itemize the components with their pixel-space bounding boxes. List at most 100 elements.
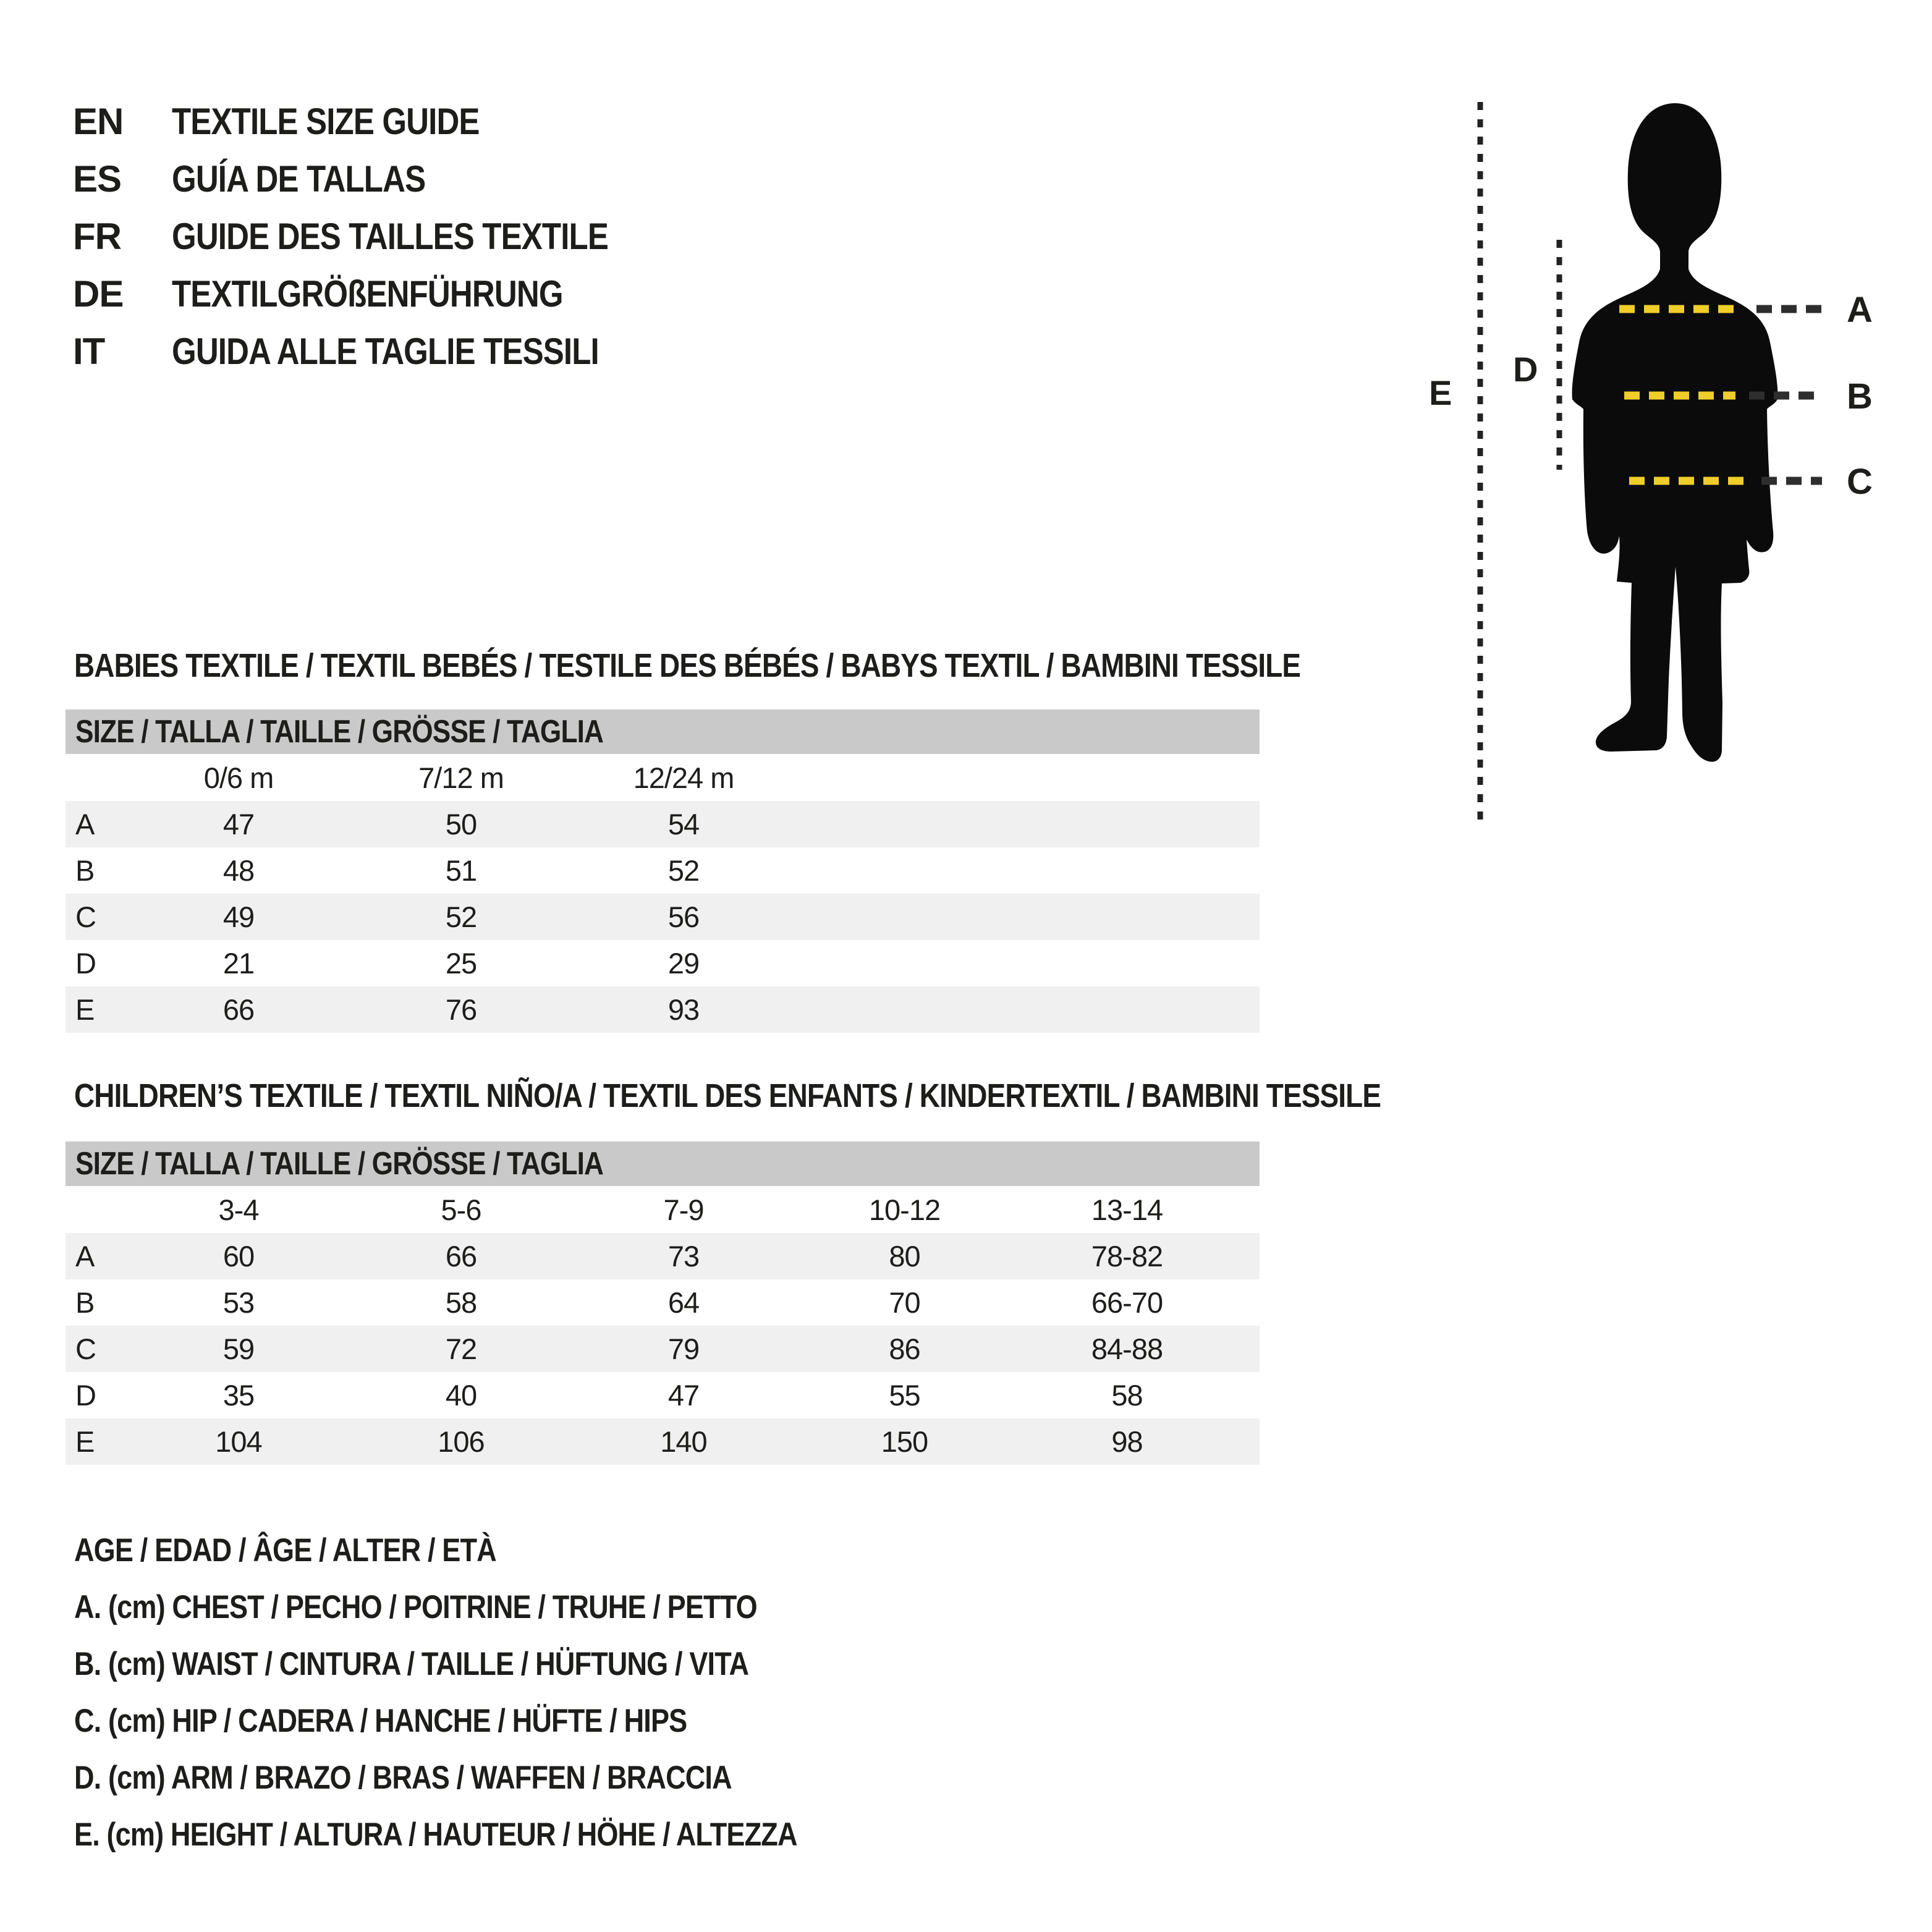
table-cell: 86 [889, 1332, 920, 1365]
child-silhouette [1572, 103, 1778, 762]
children-section-title-text: CHILDREN’S TEXTILE / TEXTIL NIÑO/A / TEX… [74, 1077, 1381, 1114]
column-header: 0/6 m [203, 761, 274, 794]
column-header: 7-9 [663, 1193, 705, 1226]
guide-title-en: TEXTILE SIZE GUIDE [172, 101, 480, 142]
table-row: B 53 58 64 70 66-70 [66, 1279, 1260, 1326]
table-cell: 29 [667, 947, 700, 980]
legend-chest-text: A. (cm) CHEST / PECHO / POITRINE / TRUHE… [74, 1588, 758, 1625]
row-label: D [75, 1379, 96, 1412]
row-label: C [75, 1332, 96, 1365]
column-header: 13-14 [1091, 1193, 1163, 1226]
table-cell: 21 [222, 947, 255, 980]
table-cell: 66 [445, 1240, 477, 1273]
measurement-legend: AGE / EDAD / ÂGE / ALTER / ETÀ A. (cm) C… [74, 1522, 925, 1863]
table-cell: 76 [445, 993, 477, 1026]
babies-table-header-bar: SIZE / TALLA / TAILLE / GRÖSSE / TAGLIA [66, 710, 1260, 754]
children-size-table: SIZE / TALLA / TAILLE / GRÖSSE / TAGLIA … [66, 1142, 1260, 1465]
legend-age-line: AGE / EDAD / ÂGE / ALTER / ETÀ [74, 1522, 925, 1578]
table-cell: 35 [222, 1379, 255, 1412]
guide-title-it: GUIDA ALLE TAGLIE TESSILI [172, 331, 600, 372]
column-header: 5-6 [441, 1193, 482, 1226]
row-label: E [75, 1425, 95, 1458]
row-label: D [75, 947, 96, 980]
guide-title-de: TEXTILGRÖßENFÜHRUNG [172, 273, 564, 315]
table-cell: 58 [1111, 1379, 1143, 1412]
column-header: 7/12 m [418, 761, 504, 794]
babies-section-title-text: BABIES TEXTILE / TEXTIL BEBÉS / TESTILE … [74, 647, 1301, 684]
table-cell: 70 [889, 1286, 920, 1319]
row-label: A [75, 808, 95, 841]
legend-height-line: E. (cm) HEIGHT / ALTURA / HAUTEUR / HÖHE… [74, 1806, 925, 1863]
row-label: E [75, 993, 95, 1026]
table-cell: 47 [667, 1379, 700, 1412]
table-cell: 51 [445, 854, 477, 887]
legend-arm-text: D. (cm) ARM / BRAZO / BRAS / WAFFEN / BR… [74, 1759, 732, 1796]
table-cell: 78-82 [1091, 1240, 1163, 1273]
babies-size-table: SIZE / TALLA / TAILLE / GRÖSSE / TAGLIA … [66, 710, 1260, 1033]
language-code: ES [73, 158, 122, 200]
table-cell: 106 [438, 1425, 485, 1458]
children-table-header-bar: SIZE / TALLA / TAILLE / GRÖSSE / TAGLIA [66, 1142, 1260, 1186]
table-cell: 40 [445, 1379, 477, 1412]
table-cell: 66-70 [1091, 1286, 1163, 1319]
table-row: A 60 66 73 80 78-82 [66, 1233, 1260, 1279]
children-section-title: CHILDREN’S TEXTILE / TEXTIL NIÑO/A / TEX… [74, 1077, 1611, 1115]
table-cell: 140 [660, 1425, 707, 1458]
row-label: A [75, 1240, 95, 1273]
legend-arm-line: D. (cm) ARM / BRAZO / BRAS / WAFFEN / BR… [74, 1749, 925, 1806]
table-row: A 47 50 54 [66, 801, 1260, 847]
language-row-es: ES GUÍA DE TALLAS [73, 150, 685, 208]
babies-section-title: BABIES TEXTILE / TEXTIL BEBÉS / TESTILE … [74, 646, 1517, 685]
size-header-text: SIZE / TALLA / TAILLE / GRÖSSE / TAGLIA [75, 714, 604, 750]
column-header: 12/24 m [633, 761, 735, 794]
guide-title-es: GUÍA DE TALLAS [172, 158, 426, 200]
table-cell: 49 [222, 900, 255, 933]
table-cell: 50 [445, 808, 477, 841]
legend-waist-line: B. (cm) WAIST / CINTURA / TAILLE / HÜFTU… [74, 1635, 925, 1692]
table-cell: 73 [667, 1240, 700, 1273]
row-label: C [75, 900, 96, 933]
babies-column-headers: 0/6 m 7/12 m 12/24 m [66, 754, 1260, 801]
table-row: D 35 40 47 55 58 [66, 1372, 1260, 1418]
label-waist-b: B [1847, 376, 1873, 417]
table-cell: 98 [1111, 1425, 1143, 1458]
table-cell: 64 [667, 1286, 700, 1319]
table-cell: 79 [667, 1332, 700, 1365]
label-chest-a: A [1847, 290, 1873, 330]
language-code: IT [73, 331, 105, 372]
table-cell: 66 [222, 993, 255, 1026]
language-code: FR [73, 216, 122, 257]
table-cell: 52 [667, 854, 700, 887]
table-cell: 54 [667, 808, 700, 841]
table-cell: 84-88 [1091, 1332, 1163, 1365]
language-code: DE [73, 273, 124, 315]
table-cell: 55 [889, 1379, 920, 1412]
table-cell: 25 [445, 947, 477, 980]
table-row: D 21 25 29 [66, 940, 1260, 986]
row-label: B [75, 1286, 95, 1319]
table-cell: 53 [222, 1286, 255, 1319]
table-cell: 72 [445, 1332, 477, 1365]
legend-age-text: AGE / EDAD / ÂGE / ALTER / ETÀ [74, 1532, 497, 1569]
guide-title-fr: GUIDE DES TAILLES TEXTILE [172, 216, 609, 257]
table-cell: 150 [881, 1425, 928, 1458]
table-row: C 59 72 79 86 84-88 [66, 1326, 1260, 1372]
language-title-list: EN TEXTILE SIZE GUIDE ES GUÍA DE TALLAS … [73, 93, 685, 380]
table-cell: 80 [889, 1240, 920, 1273]
legend-hip-line: C. (cm) HIP / CADERA / HANCHE / HÜFTE / … [74, 1692, 925, 1749]
table-cell: 104 [215, 1425, 262, 1458]
legend-chest-line: A. (cm) CHEST / PECHO / POITRINE / TRUHE… [74, 1578, 925, 1635]
children-column-headers: 3-4 5-6 7-9 10-12 13-14 [66, 1186, 1260, 1233]
table-cell: 56 [667, 900, 700, 933]
legend-hip-text: C. (cm) HIP / CADERA / HANCHE / HÜFTE / … [74, 1702, 687, 1739]
language-row-en: EN TEXTILE SIZE GUIDE [73, 93, 685, 150]
table-cell: 93 [667, 993, 700, 1026]
column-header: 3-4 [218, 1193, 260, 1226]
row-label: B [75, 854, 95, 887]
child-measurement-figure: A B C D E [1378, 59, 1932, 837]
language-code: EN [73, 101, 124, 142]
table-cell: 48 [222, 854, 255, 887]
legend-waist-text: B. (cm) WAIST / CINTURA / TAILLE / HÜFTU… [74, 1645, 749, 1682]
table-cell: 52 [445, 900, 477, 933]
label-arm-d: D [1513, 350, 1538, 389]
